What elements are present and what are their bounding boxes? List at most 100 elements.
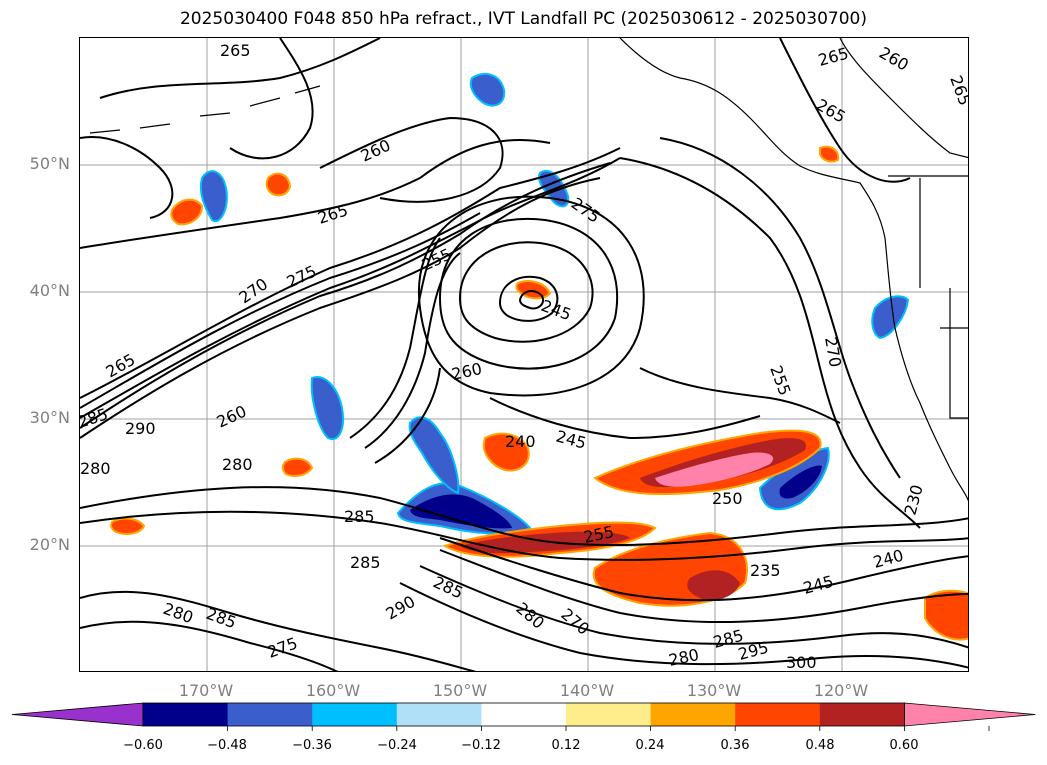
colorbar-segment — [650, 703, 736, 726]
cyclone-contour — [498, 275, 559, 322]
contour-line — [489, 397, 761, 440]
graticule — [80, 38, 968, 671]
contour-label: 270 — [235, 274, 271, 307]
coastlines — [89, 38, 968, 502]
colorbar-tick-label: −0.36 — [292, 738, 332, 753]
contour-label: 270 — [821, 335, 845, 368]
contour-label: 265 — [946, 73, 969, 108]
positive-anomaly-region — [515, 280, 552, 300]
coastline — [619, 38, 968, 502]
positive-anomaly-region — [482, 432, 530, 472]
contour-line — [80, 590, 477, 671]
contour-label: 260 — [358, 135, 394, 165]
contour-line — [374, 367, 441, 464]
colorbar-tick-label: −0.60 — [123, 738, 163, 753]
colorbar-extend-min — [11, 702, 144, 727]
contour-label: 235 — [750, 561, 781, 580]
contour-line — [399, 582, 968, 669]
map-panel: 265 260 265 270 275 255 245 275 260 240 … — [79, 37, 969, 672]
contour-label: 285 — [344, 507, 375, 526]
colorbar-segment — [481, 703, 567, 726]
colorbar-segment — [566, 703, 652, 726]
political-border — [949, 288, 968, 419]
contour-label: 280 — [222, 455, 253, 474]
shaded-anomalies — [110, 73, 968, 641]
positive-anomaly-region — [819, 145, 840, 163]
map-title: 2025030400 F048 850 hPa refract., IVT La… — [179, 9, 867, 29]
refractivity-contours — [80, 38, 968, 671]
contour-label: 285 — [204, 604, 239, 632]
contour-label: 230 — [901, 483, 927, 517]
colorbar — [11, 702, 1036, 731]
colorbar-tick-label: −0.24 — [377, 738, 417, 753]
lon-label-130w: 130°W — [686, 681, 742, 700]
colorbar-segment — [819, 703, 905, 726]
contour-line — [99, 38, 381, 99]
cyclone-contour — [438, 217, 619, 370]
colorbar-segment — [227, 703, 313, 726]
contour-line — [80, 136, 174, 219]
positive-anomaly-peak — [655, 452, 774, 487]
positive-anomaly-core — [687, 570, 740, 600]
colorbar-extend-max — [904, 702, 1036, 727]
contour-line — [659, 137, 901, 479]
negative-anomaly-region — [408, 416, 460, 495]
negative-anomaly-core — [779, 465, 822, 499]
contour-line — [319, 116, 504, 203]
colorbar-tick-label: 0.60 — [889, 738, 919, 753]
contour-label: 265 — [220, 41, 251, 60]
contour-line — [364, 252, 461, 449]
contour-label: 275 — [265, 633, 300, 661]
colorbar-segment — [312, 703, 398, 726]
cyclone-contour — [417, 195, 645, 397]
positive-anomaly-region — [265, 172, 292, 197]
contour-line — [229, 38, 314, 160]
contour-label: 290 — [125, 419, 156, 438]
lat-label-20n: 20°N — [29, 535, 70, 554]
lon-label-160w: 160°W — [305, 681, 361, 700]
contour-line — [349, 237, 441, 439]
contour-label: 285 — [350, 553, 381, 572]
lat-label-50n: 50°N — [29, 154, 70, 173]
colorbar-tick-label: −0.12 — [461, 738, 501, 753]
contour-line — [639, 367, 841, 424]
contour-label: 280 — [512, 599, 548, 633]
contour-label: 265 — [315, 200, 350, 228]
contour-line — [80, 620, 339, 671]
contour-label: 255 — [766, 363, 794, 398]
contour-label: 250 — [712, 489, 743, 508]
contour-label: 245 — [539, 296, 574, 324]
contour-label: 265 — [816, 44, 850, 70]
contour-line — [80, 162, 611, 429]
contour-label: 240 — [505, 432, 536, 451]
island-chain — [89, 85, 321, 134]
colorbar-tick-label: 0.24 — [635, 738, 665, 753]
contour-line — [80, 147, 621, 399]
lon-label-170w: 170°W — [178, 681, 234, 700]
cyclone-contour — [458, 241, 594, 343]
positive-anomaly-region — [924, 589, 968, 641]
contour-line — [779, 38, 911, 183]
contour-line — [80, 486, 968, 546]
contour-label: 260 — [214, 401, 250, 431]
colorbar-segment — [396, 703, 482, 726]
positive-anomaly-region — [170, 198, 204, 226]
contour-line — [439, 537, 968, 602]
contour-label: 275 — [568, 194, 604, 227]
contour-line — [80, 157, 621, 419]
colorbar-tick-label: 0.12 — [551, 738, 581, 753]
contour-label: 260 — [876, 43, 912, 75]
contour-label: 245 — [801, 572, 835, 598]
contour-label: 290 — [383, 592, 419, 624]
contour-label: 275 — [284, 261, 320, 291]
positive-anomaly-core — [460, 531, 630, 554]
positive-anomaly-region — [281, 457, 314, 477]
colorbar-segment — [143, 703, 229, 726]
cyclone-contour — [518, 290, 544, 310]
colorbar-tick-label: −0.48 — [207, 738, 247, 753]
lon-label-120w: 120°W — [813, 681, 869, 700]
negative-anomaly-region — [199, 170, 228, 223]
colorbar-outline — [142, 702, 905, 727]
contour-line — [619, 157, 921, 529]
colorbar-tick-label: 0.36 — [720, 738, 750, 753]
